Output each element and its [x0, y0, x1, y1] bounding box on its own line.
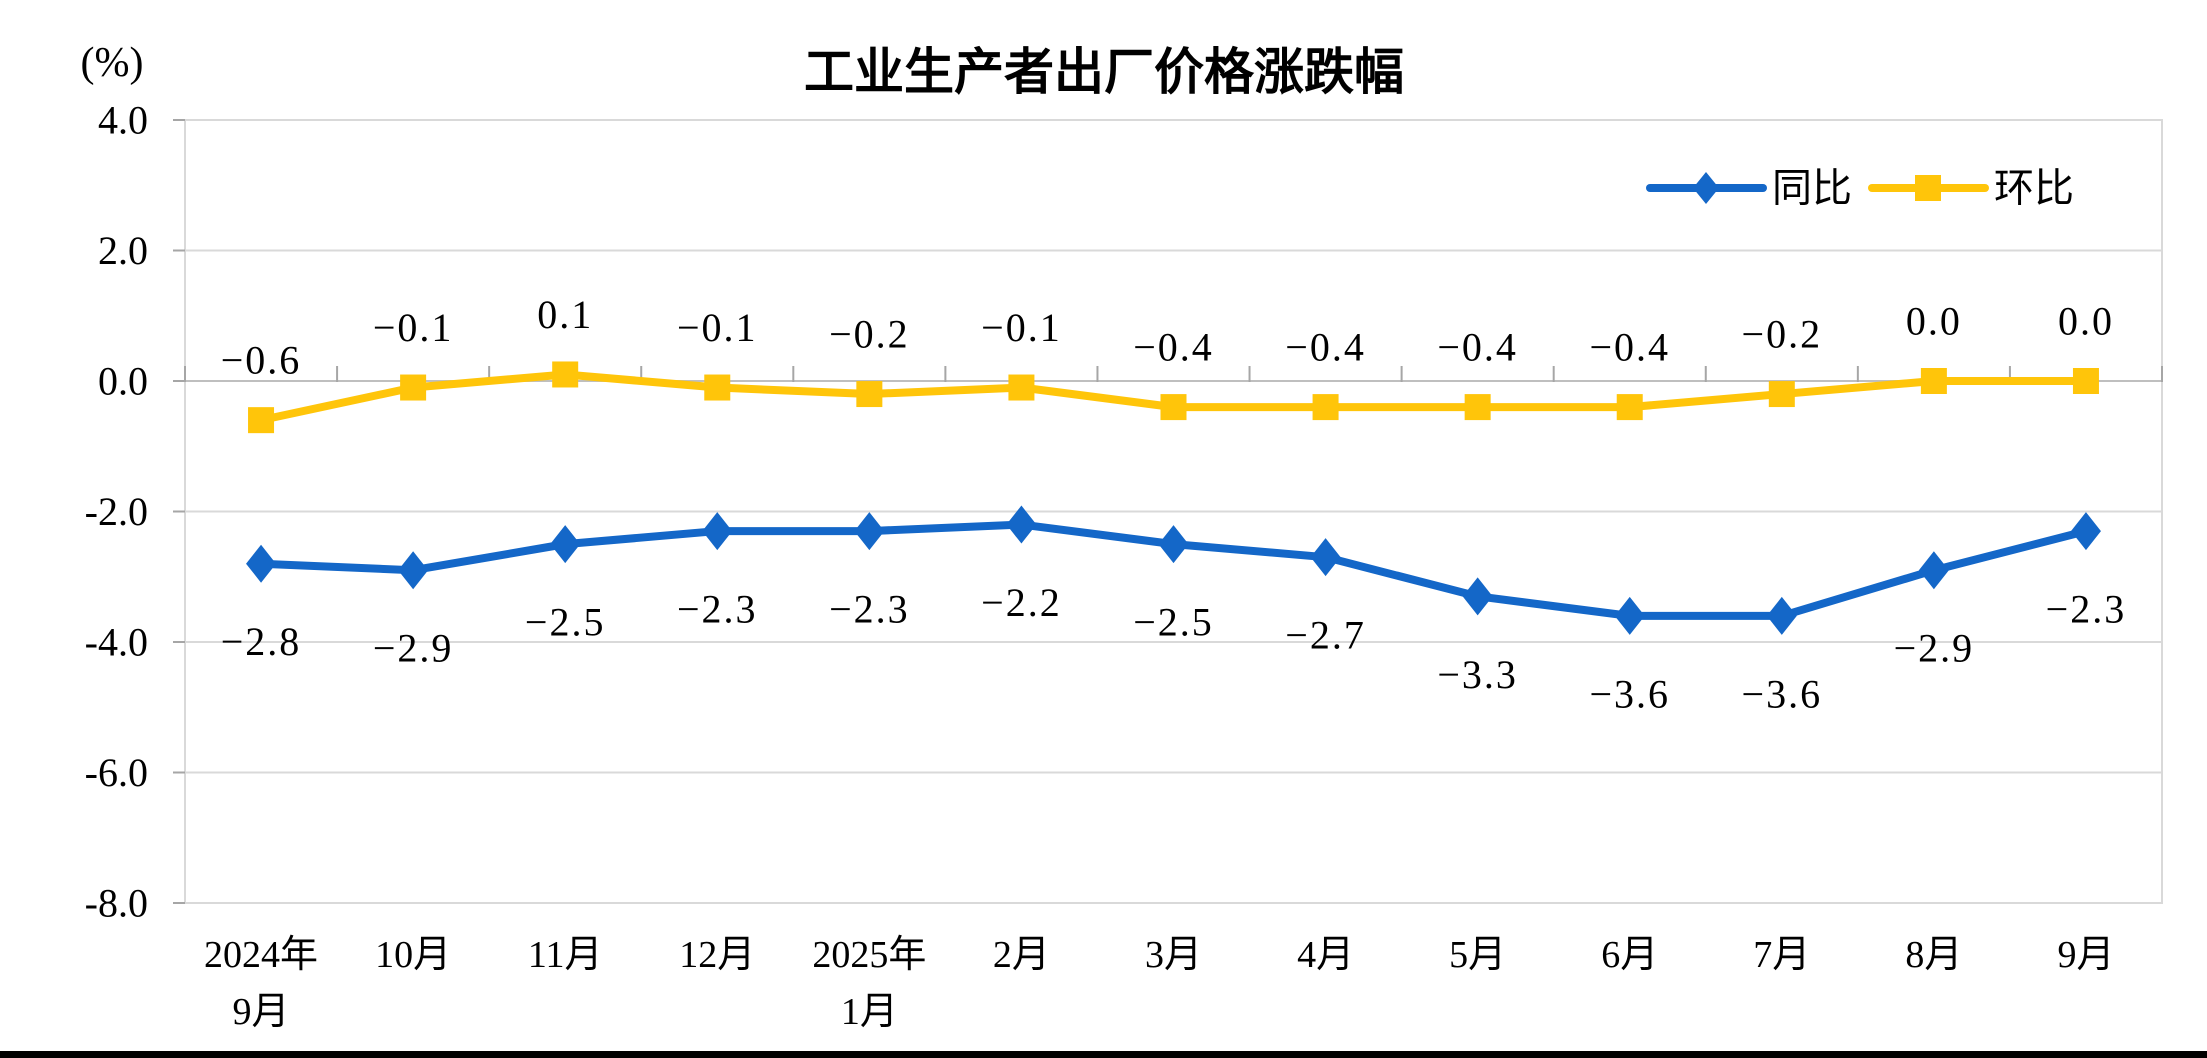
data-point-label: −3.6: [1589, 671, 1670, 716]
data-point-label: −2.2: [981, 580, 1062, 625]
data-point-label: −0.1: [981, 305, 1062, 350]
data-point-marker-square: [1312, 394, 1339, 421]
data-point-label: −2.7: [1285, 613, 1366, 658]
data-point-label: −2.3: [677, 587, 758, 632]
legend: 同比 环比: [1646, 166, 2074, 211]
x-axis-category-label: 2025年: [812, 934, 926, 976]
x-axis-category-label: 9月: [2057, 934, 2114, 976]
data-point-marker-square: [856, 381, 883, 408]
x-axis-category-label: 5月: [1449, 934, 1506, 976]
data-point-marker-square: [400, 374, 427, 401]
y-axis-tick-label: 2.0: [98, 228, 148, 273]
data-point-label: −0.1: [373, 305, 454, 350]
data-point-label: −0.4: [1437, 325, 1518, 370]
data-point-label: −2.5: [525, 600, 606, 645]
data-point-marker-diamond: [702, 512, 733, 551]
data-point-marker-diamond: [854, 512, 885, 551]
data-point-marker-diamond: [1310, 538, 1341, 577]
y-axis-tick-label: -8.0: [85, 881, 148, 926]
data-point-label: −0.4: [1589, 325, 1670, 370]
x-axis-category-label: 9月: [233, 991, 290, 1033]
data-point-marker-square: [1920, 368, 1947, 394]
data-point-label: 0.1: [537, 292, 593, 337]
data-point-label: −2.8: [221, 619, 302, 664]
data-point-marker-square: [1008, 374, 1035, 401]
y-axis-tick-label: -4.0: [85, 620, 148, 665]
data-point-label: −3.3: [1437, 652, 1518, 697]
x-axis-category-label: 3月: [1145, 934, 1202, 976]
data-point-label: −2.9: [1894, 626, 1975, 671]
bottom-divider-bar: [0, 1051, 2207, 1058]
x-axis-category-label: 8月: [1905, 934, 1962, 976]
data-point-marker-square: [1616, 394, 1643, 421]
x-axis-category-label: 4月: [1297, 934, 1354, 976]
data-point-marker-square: [1464, 394, 1491, 421]
x-axis-category-label: 11月: [528, 934, 603, 976]
data-point-marker-diamond: [2070, 512, 2101, 551]
legend-marker-diamond-icon: [1693, 172, 1719, 204]
data-point-label: −0.1: [677, 305, 758, 350]
y-axis-tick-label: -6.0: [85, 750, 148, 795]
data-point-label: −0.6: [221, 338, 302, 383]
plot-area: 4.0 2.0 0.0 -2.0 -4.0 -6.0 -8.0 2024年 9月 10月 11月 12…: [85, 98, 2163, 1033]
legend-label: 环比: [1994, 166, 2074, 211]
data-point-label: −0.4: [1285, 325, 1366, 370]
data-point-marker-diamond: [1462, 577, 1493, 616]
y-axis-tick-label: 0.0: [98, 359, 148, 404]
data-point-marker-square: [1768, 381, 1795, 408]
data-point-marker-diamond: [1158, 525, 1189, 564]
data-point-label: −0.4: [1133, 325, 1214, 370]
data-point-marker-diamond: [1918, 551, 1949, 590]
x-axis-category-label: 2月: [993, 934, 1050, 976]
legend-label: 同比: [1772, 166, 1852, 211]
y-axis-unit-label: (%): [81, 40, 144, 86]
data-point-label: 0.0: [2058, 299, 2114, 344]
data-point-marker-square: [552, 361, 579, 388]
x-axis-category-label: 1月: [841, 991, 898, 1033]
data-point-label: 0.0: [1906, 299, 1962, 344]
x-axis-category-label: 10月: [375, 934, 451, 976]
data-point-marker-square: [1160, 394, 1187, 421]
data-point-marker-diamond: [1006, 505, 1037, 544]
data-point-marker-square: [248, 407, 275, 434]
data-point-label: −2.5: [1133, 600, 1214, 645]
data-point-label: −2.3: [2046, 587, 2127, 632]
data-point-label: −0.2: [829, 312, 910, 357]
chart-title: 工业生产者出厂价格涨跌幅: [804, 44, 1404, 100]
data-point-marker-diamond: [246, 544, 277, 583]
data-point-marker-square: [704, 374, 731, 401]
x-axis-category-label: 2024年: [204, 934, 318, 976]
data-point-marker-square: [2072, 368, 2099, 394]
data-point-marker-diamond: [1766, 596, 1797, 635]
data-point-label: −2.3: [829, 587, 910, 632]
y-axis-tick-label: -2.0: [85, 489, 148, 534]
data-point-label: −0.2: [1742, 312, 1823, 357]
data-point-label: −3.6: [1742, 671, 1823, 716]
legend-item-环比: 环比: [1868, 166, 2074, 211]
data-point-marker-diamond: [398, 551, 429, 590]
legend-marker-square-icon: [1915, 175, 1941, 201]
x-axis-category-label: 7月: [1753, 934, 1810, 976]
data-point-label: −2.9: [373, 626, 454, 671]
x-axis-category-label: 6月: [1601, 934, 1658, 976]
data-point-marker-diamond: [1614, 596, 1645, 635]
x-axis-category-label: 12月: [679, 934, 755, 976]
y-axis-tick-label: 4.0: [98, 98, 148, 143]
legend-item-同比: 同比: [1646, 166, 1852, 211]
data-point-marker-diamond: [550, 525, 581, 564]
